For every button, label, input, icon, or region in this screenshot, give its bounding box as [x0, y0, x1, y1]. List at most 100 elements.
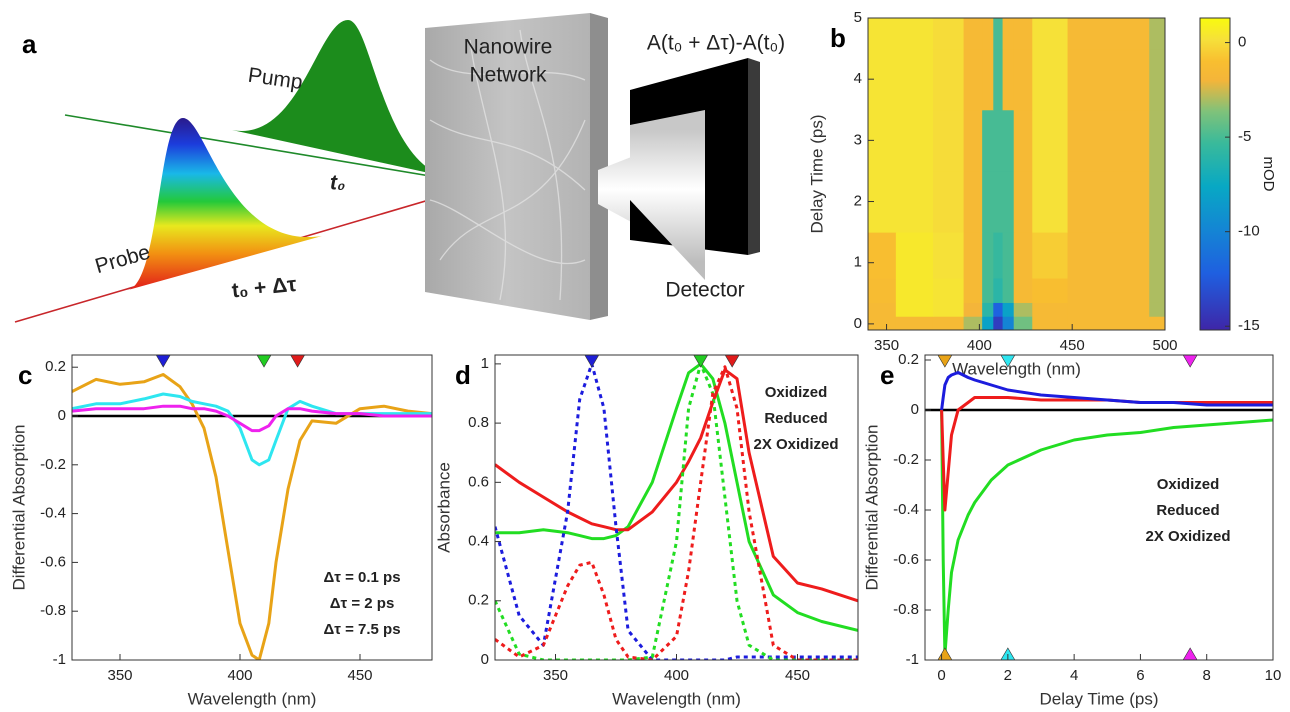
heat-cell	[993, 232, 1003, 278]
sample-side	[590, 13, 608, 320]
signal-label: A(t₀ + Δτ)-A(t₀)	[647, 32, 785, 55]
heat-cell	[1014, 171, 1033, 233]
x-tick-label: 8	[1203, 667, 1211, 684]
heat-cell	[1068, 232, 1115, 278]
heat-cell	[1032, 18, 1068, 49]
heat-cell	[896, 49, 934, 111]
y-tick-label: -0.4	[893, 501, 919, 518]
x-axis-label: Delay Time (ps)	[1039, 689, 1158, 708]
heat-cell	[1003, 49, 1015, 111]
y-tick-label: -0.6	[40, 553, 66, 570]
legend-entry: Δτ = 2 ps	[330, 595, 395, 612]
heat-cell	[1003, 302, 1015, 316]
heat-cell	[1114, 316, 1150, 330]
x-tick-label: 0	[937, 667, 945, 684]
heat-cell	[1068, 316, 1115, 330]
y-tick-label: 1	[854, 254, 862, 271]
x-tick-label: 500	[1152, 337, 1177, 354]
y-tick-label: 4	[854, 70, 862, 87]
heat-cell	[933, 49, 964, 111]
y-tick-label: -1	[53, 651, 66, 668]
heat-cell	[1032, 232, 1068, 278]
colorbar-tick-label: 0	[1238, 34, 1246, 51]
heat-cell	[1114, 302, 1150, 316]
heat-cell	[1114, 110, 1150, 172]
y-tick-label: 0	[911, 401, 919, 418]
time-marker	[694, 355, 708, 367]
heat-cell	[896, 171, 934, 233]
x-tick-label: 10	[1265, 667, 1282, 684]
heat-cell	[982, 171, 994, 233]
panel-label: d	[455, 360, 471, 390]
x-tick-label: 400	[967, 337, 992, 354]
detector-label: Detector	[665, 279, 744, 302]
colorbar-label: mOD	[1260, 157, 1277, 192]
time-marker	[156, 355, 170, 367]
x-tick-label: 450	[785, 667, 810, 684]
heat-cell	[1014, 278, 1033, 303]
heat-cell	[933, 278, 964, 303]
heat-cell	[1032, 302, 1068, 316]
sample-front	[425, 13, 590, 320]
x-axis-label: Wavelength (nm)	[952, 359, 1081, 378]
heat-cell	[1149, 302, 1165, 316]
heat-cell	[1003, 18, 1015, 49]
x-tick-label: 450	[1060, 337, 1085, 354]
heat-cell	[896, 302, 934, 316]
time-marker	[1183, 648, 1197, 660]
heat-cell	[982, 18, 994, 49]
heat-cell	[1068, 49, 1115, 111]
heat-cell	[993, 49, 1003, 111]
probe-time: t₀ + Δτ	[231, 273, 299, 303]
y-tick-label: -0.6	[893, 551, 919, 568]
y-axis-label: Differential Absorption	[9, 424, 28, 590]
heat-cell	[993, 18, 1003, 49]
heat-cell	[1114, 278, 1150, 303]
sample-label: Network	[469, 64, 547, 87]
x-axis-label: Wavelength (nm)	[612, 689, 741, 708]
y-tick-label: 2	[854, 192, 862, 209]
y-tick-label: -0.8	[40, 602, 66, 619]
figure: a Pump Probe t₀ t₀ + Δτ Nanowire Network…	[0, 0, 1290, 712]
y-tick-label: 0.2	[45, 358, 66, 375]
heat-cell	[982, 110, 994, 172]
heat-cell	[1068, 302, 1115, 316]
y-tick-label: -0.8	[893, 601, 919, 618]
heat-cell	[896, 232, 934, 278]
heat-cell	[868, 18, 896, 49]
heat-cell	[964, 171, 983, 233]
x-axis-label: Wavelength (nm)	[188, 689, 317, 708]
heat-cell	[1014, 316, 1033, 330]
heat-cell	[1068, 18, 1115, 49]
y-tick-label: 0.4	[468, 533, 489, 550]
heat-cell	[1014, 110, 1033, 172]
panel-label: b	[830, 23, 846, 53]
colorbar-tick-label: -15	[1238, 317, 1260, 334]
heat-cell	[1003, 316, 1015, 330]
schematic: a Pump Probe t₀ t₀ + Δτ Nanowire Network…	[15, 13, 785, 322]
heat-cell	[982, 302, 994, 316]
heat-cell	[933, 110, 964, 172]
heat-cell	[896, 316, 934, 330]
heat-cell	[1149, 171, 1165, 233]
heat-cell	[982, 278, 994, 303]
time-marker	[585, 355, 599, 367]
y-tick-label: 1	[481, 355, 489, 372]
heat-cell	[964, 278, 983, 303]
series-line	[495, 364, 858, 631]
heat-cell	[1149, 110, 1165, 172]
heat-cell	[964, 110, 983, 172]
y-tick-label: 0.6	[468, 473, 489, 490]
heat-cell	[933, 18, 964, 49]
time-marker	[725, 355, 739, 367]
panel-label: a	[22, 29, 37, 59]
heat-cell	[964, 302, 983, 316]
colorbar	[1200, 18, 1230, 330]
legend-entry: Δτ = 0.1 ps	[323, 569, 400, 586]
legend-entry: Oxidized	[1157, 476, 1220, 493]
plot-frame	[72, 355, 432, 660]
probe-pulse	[128, 118, 322, 290]
pump-pulse	[232, 20, 452, 178]
heat-cell	[1003, 232, 1015, 278]
time-marker	[257, 355, 271, 367]
